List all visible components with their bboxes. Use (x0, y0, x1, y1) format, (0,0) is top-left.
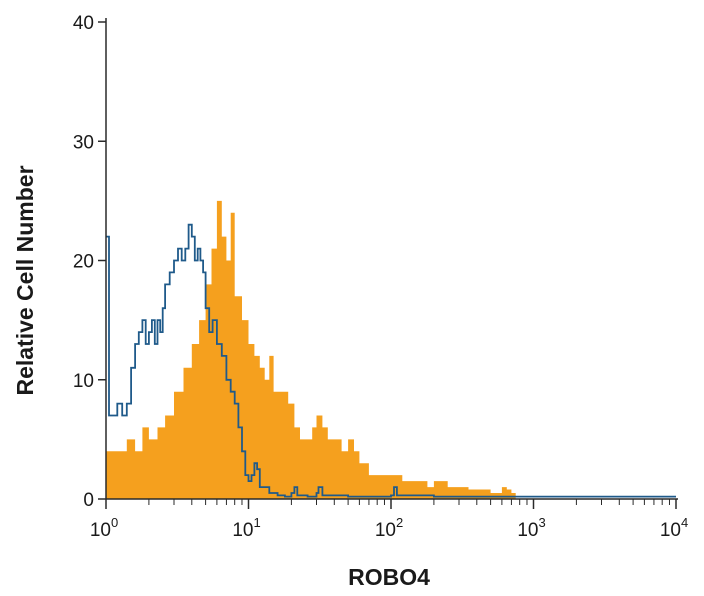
series-2-outline (106, 223, 676, 498)
y-tick-label: 10 (73, 371, 94, 392)
y-tick-label: 40 (73, 13, 94, 34)
y-tick-label: 30 (73, 132, 94, 153)
axes-layer (105, 18, 678, 500)
x-tick-base: 10 (232, 520, 253, 541)
series-layer (106, 200, 676, 499)
x-tick-base: 10 (660, 520, 681, 541)
y-tick-label: 0 (83, 490, 94, 511)
y-tick-label: 20 (73, 252, 94, 273)
x-tick-exponent: 4 (681, 515, 688, 530)
x-tick-label: 104 (660, 515, 688, 541)
x-tick-label: 100 (90, 515, 118, 541)
y-axis-title: Relative Cell Number (12, 165, 38, 395)
x-tick-label: 102 (375, 515, 403, 541)
x-tick-label: 101 (232, 515, 260, 541)
x-tick-exponent: 0 (111, 515, 118, 530)
x-tick-base: 10 (375, 520, 396, 541)
x-tick-exponent: 3 (538, 515, 545, 530)
x-tick-base: 10 (517, 520, 538, 541)
x-tick-exponent: 2 (396, 515, 403, 530)
x-tick-exponent: 1 (253, 515, 260, 530)
series-1-fill (106, 200, 516, 499)
x-tick-base: 10 (90, 520, 111, 541)
x-axis-title: ROBO4 (348, 564, 430, 590)
x-tick-label: 103 (517, 515, 545, 541)
